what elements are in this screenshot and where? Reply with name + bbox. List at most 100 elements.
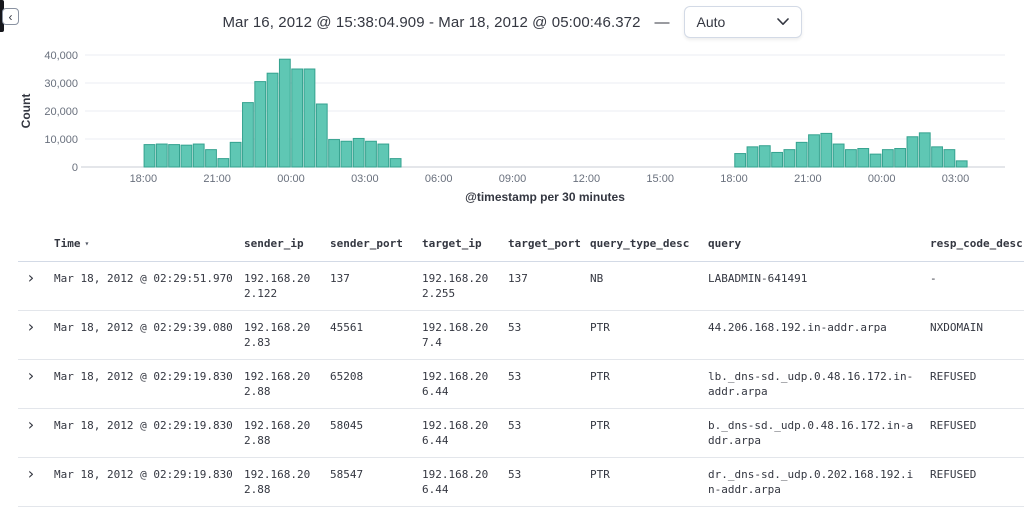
chevron-right-icon: › (26, 268, 36, 287)
cell-target-ip: 192.168.206.44 (422, 369, 508, 399)
histogram-bar[interactable] (390, 159, 401, 167)
histogram-bar[interactable] (956, 161, 967, 167)
x-axis-title: @timestamp per 30 minutes (465, 190, 625, 204)
histogram-bar[interactable] (895, 149, 906, 167)
histogram-bar[interactable] (206, 150, 217, 167)
cell-sender-ip: 192.168.202.88 (244, 418, 330, 448)
cell-target-port: 53 (508, 467, 590, 482)
histogram-bar[interactable] (907, 137, 918, 167)
histogram-bar[interactable] (796, 142, 807, 167)
x-axis-tick-label: 12:00 (573, 173, 601, 185)
column-header-target-port[interactable]: target_port (508, 236, 590, 251)
histogram-bar[interactable] (267, 73, 278, 167)
histogram-bar[interactable] (882, 150, 893, 167)
cell-target-ip: 192.168.206.44 (422, 418, 508, 448)
expand-row-button[interactable]: › (18, 320, 48, 336)
histogram-bar[interactable] (378, 144, 389, 167)
histogram-bar[interactable] (341, 141, 352, 167)
histogram-bar[interactable] (218, 159, 229, 167)
x-axis-tick-label: 15:00 (646, 173, 674, 185)
y-axis-title: Count (19, 94, 33, 129)
histogram-bar[interactable] (353, 138, 364, 167)
expand-row-button[interactable]: › (18, 271, 48, 287)
histogram-bar[interactable] (366, 141, 377, 167)
cell-target-ip: 192.168.207.4 (422, 320, 508, 350)
histogram-bar[interactable] (169, 145, 180, 167)
histogram-bar[interactable] (292, 69, 303, 167)
cell-query: 44.206.168.192.in-addr.arpa (708, 320, 930, 335)
table-header: Time ▾ sender_ip sender_port target_ip t… (18, 206, 1024, 262)
histogram-bar[interactable] (316, 104, 327, 167)
column-header-sender-ip[interactable]: sender_ip (244, 236, 330, 251)
column-header-sender-port[interactable]: sender_port (330, 236, 422, 251)
cell-query: dr._dns-sd._udp.0.202.168.192.in-addr.ar… (708, 467, 930, 497)
sort-desc-icon: ▾ (85, 236, 90, 251)
expand-row-button[interactable]: › (18, 418, 48, 434)
histogram-bar[interactable] (759, 146, 770, 167)
cell-target-ip: 192.168.202.255 (422, 271, 508, 301)
x-axis-tick-label: 21:00 (203, 173, 231, 185)
cell-time: Mar 18, 2012 @ 02:29:51.970 (48, 271, 244, 286)
column-header-target-ip[interactable]: target_ip (422, 236, 508, 251)
table-row: › Mar 18, 2012 @ 02:29:19.830 192.168.20… (18, 409, 1024, 458)
histogram-bar[interactable] (156, 144, 167, 167)
cell-target-port: 53 (508, 369, 590, 384)
histogram-bar[interactable] (932, 147, 943, 167)
histogram-bar[interactable] (858, 149, 869, 167)
histogram-bar[interactable] (193, 144, 204, 167)
x-axis-tick-label: 18:00 (720, 173, 748, 185)
cell-sender-port: 65208 (330, 369, 422, 384)
x-axis-tick-label: 21:00 (794, 173, 822, 185)
column-header-query-type-desc[interactable]: query_type_desc (590, 236, 708, 251)
histogram-bar[interactable] (329, 140, 340, 167)
histogram-bar[interactable] (255, 82, 266, 167)
x-axis-tick-label: 06:00 (425, 173, 453, 185)
column-header-time[interactable]: Time ▾ (48, 236, 244, 251)
cell-sender-ip: 192.168.202.88 (244, 467, 330, 497)
histogram-bar[interactable] (833, 144, 844, 167)
histogram-bar[interactable] (735, 154, 746, 167)
histogram-bar[interactable] (144, 145, 155, 167)
cell-time: Mar 18, 2012 @ 02:29:39.080 (48, 320, 244, 335)
histogram-bar[interactable] (944, 150, 955, 167)
histogram-bar[interactable] (304, 69, 315, 167)
chevron-down-icon (777, 18, 789, 26)
histogram-header: Mar 16, 2012 @ 15:38:04.909 - Mar 18, 20… (0, 0, 1024, 44)
table-row: › Mar 18, 2012 @ 02:29:19.830 192.168.20… (18, 458, 1024, 507)
histogram-bar[interactable] (809, 135, 820, 167)
histogram-bar[interactable] (243, 103, 254, 167)
cell-query: LABADMIN-641491 (708, 271, 930, 286)
time-range-label: Mar 16, 2012 @ 15:38:04.909 - Mar 18, 20… (222, 14, 640, 31)
cell-resp-code-desc: REFUSED (930, 369, 1024, 384)
histogram-chart[interactable]: 010,00020,00030,00040,00018:0021:0000:00… (0, 44, 1024, 206)
cell-sender-ip: 192.168.202.83 (244, 320, 330, 350)
histogram-bar[interactable] (870, 154, 881, 167)
expand-row-button[interactable]: › (18, 467, 48, 483)
cell-target-ip: 192.168.206.44 (422, 467, 508, 497)
table-row: › Mar 18, 2012 @ 02:29:39.080 192.168.20… (18, 311, 1024, 360)
cell-time: Mar 18, 2012 @ 02:29:19.830 (48, 467, 244, 482)
interval-select[interactable]: Auto (684, 6, 802, 38)
y-axis-tick-label: 10,000 (44, 134, 78, 146)
histogram-bar[interactable] (181, 145, 192, 167)
histogram-bar[interactable] (846, 150, 857, 167)
histogram-bar[interactable] (230, 142, 241, 167)
cell-resp-code-desc: REFUSED (930, 467, 1024, 482)
cell-sender-port: 45561 (330, 320, 422, 335)
histogram-bar[interactable] (772, 152, 783, 167)
cell-target-port: 137 (508, 271, 590, 286)
cell-query-type-desc: PTR (590, 467, 708, 482)
histogram-bar[interactable] (747, 147, 758, 167)
y-axis-tick-label: 40,000 (44, 50, 78, 62)
column-header-query[interactable]: query (708, 236, 930, 251)
discover-page: { "header": { "time_range": "Mar 16, 201… (0, 0, 1024, 504)
cell-time: Mar 18, 2012 @ 02:29:19.830 (48, 418, 244, 433)
expand-row-button[interactable]: › (18, 369, 48, 385)
histogram-bar[interactable] (919, 133, 930, 167)
interval-select-value: Auto (697, 14, 726, 30)
cell-sender-port: 137 (330, 271, 422, 286)
histogram-bar[interactable] (279, 59, 290, 167)
column-header-resp-code-desc[interactable]: resp_code_desc (930, 236, 1024, 251)
histogram-bar[interactable] (784, 150, 795, 167)
histogram-bar[interactable] (821, 133, 832, 167)
